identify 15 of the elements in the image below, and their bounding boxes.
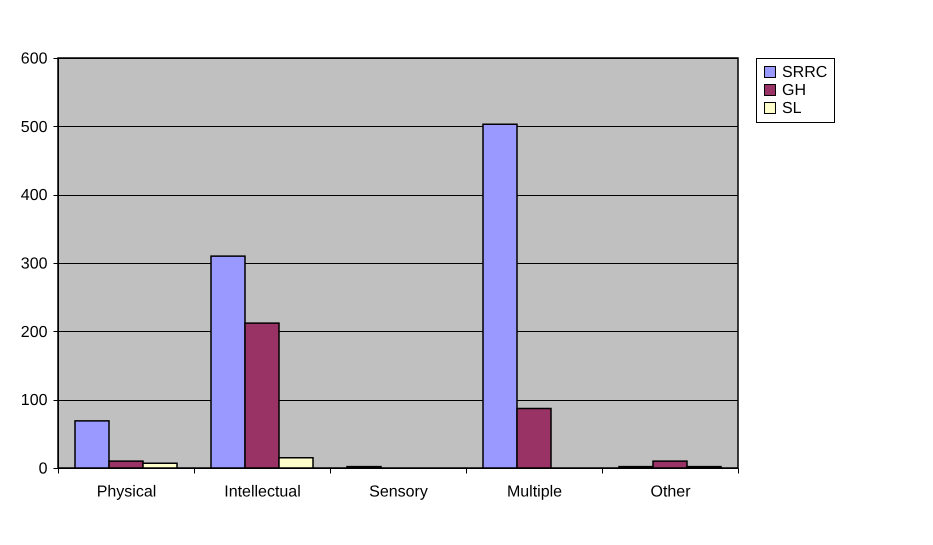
x-tick-label: Other (650, 484, 692, 500)
y-tick-label: 0 (38, 460, 48, 478)
y-tick-label: 400 (20, 187, 48, 204)
legend-label: GH (782, 82, 806, 99)
legend-label: SL (782, 100, 802, 117)
x-tick-label: Sensory (369, 484, 428, 500)
x-tick-label: Physical (96, 484, 156, 500)
x-tick-label: Multiple (506, 484, 562, 500)
y-tick-label: 600 (20, 50, 48, 68)
legend-label: SRRC (782, 64, 828, 81)
y-tick-label: 500 (20, 118, 48, 136)
x-tick-label: Intellectual (224, 484, 301, 500)
y-tick-label: 300 (20, 256, 48, 272)
y-tick-label: 200 (20, 324, 48, 341)
y-tick-label: 100 (20, 392, 48, 410)
